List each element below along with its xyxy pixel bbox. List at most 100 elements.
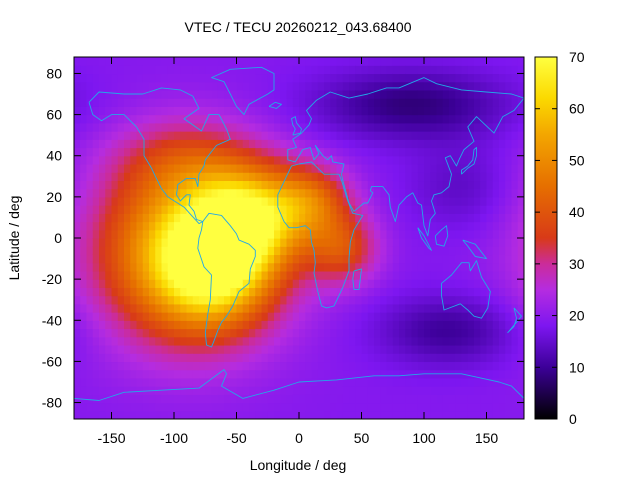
heatmap-cell	[174, 410, 181, 419]
heatmap-cell	[242, 254, 250, 264]
heatmap-cell	[455, 172, 463, 182]
heatmap-cell	[442, 188, 450, 198]
heatmap-cell	[274, 287, 281, 297]
heatmap-cell	[324, 270, 331, 280]
heatmap-cell	[405, 303, 413, 313]
heatmap-cell	[399, 320, 406, 330]
heatmap-cell	[174, 238, 181, 247]
heatmap-cell	[305, 221, 313, 231]
heatmap-cell	[255, 386, 263, 395]
heatmap-cell	[455, 279, 463, 288]
heatmap-cell	[149, 163, 156, 173]
heatmap-cell	[74, 196, 81, 206]
heatmap-cell	[174, 73, 181, 83]
heatmap-cell	[142, 57, 150, 66]
heatmap-cell	[230, 270, 238, 280]
heatmap-cell	[180, 254, 188, 264]
heatmap-cell	[274, 188, 281, 198]
heatmap-cell	[86, 361, 94, 371]
heatmap-cell	[392, 65, 400, 75]
heatmap-cell	[92, 57, 100, 66]
heatmap-cell	[417, 312, 425, 321]
heatmap-cell	[499, 320, 506, 330]
coastline-south-america	[197, 212, 256, 348]
heatmap-cell	[380, 377, 388, 387]
heatmap-cell	[417, 73, 425, 83]
heatmap-cell	[299, 147, 306, 157]
heatmap-cell	[505, 361, 513, 371]
heatmap-cell	[267, 229, 275, 239]
heatmap-cell	[324, 221, 331, 231]
heatmap-cell	[180, 394, 188, 404]
heatmap-cell	[274, 361, 281, 371]
heatmap-cell	[224, 73, 231, 83]
heatmap-cell	[499, 73, 506, 83]
heatmap-cell	[74, 361, 81, 371]
heatmap-cell	[99, 410, 106, 419]
heatmap-cell	[292, 147, 300, 157]
heatmap-cell	[361, 386, 369, 395]
heatmap-cell	[117, 402, 125, 412]
heatmap-cell	[367, 106, 375, 116]
heatmap-cell	[136, 229, 144, 239]
heatmap-cell	[292, 328, 300, 338]
heatmap-cell	[117, 394, 125, 404]
heatmap-cell	[405, 114, 413, 124]
heatmap-cell	[511, 205, 519, 214]
heatmap-cell	[399, 131, 406, 140]
heatmap-cell	[211, 295, 219, 305]
heatmap-cell	[155, 57, 163, 66]
heatmap-cell	[80, 328, 88, 338]
heatmap-cell	[186, 336, 194, 346]
heatmap-cell	[342, 81, 350, 91]
heatmap-cell	[467, 295, 475, 305]
heatmap-cell	[299, 122, 306, 132]
heatmap-cell	[124, 114, 131, 124]
heatmap-cell	[192, 163, 200, 173]
heatmap-cell	[99, 98, 106, 107]
heatmap-cell	[374, 57, 381, 66]
heatmap-cell	[442, 114, 450, 124]
heatmap-cell	[311, 344, 319, 354]
heatmap-cell	[99, 172, 106, 182]
heatmap-cell	[180, 172, 188, 182]
heatmap-cell	[342, 106, 350, 116]
heatmap-cell	[311, 369, 319, 379]
heatmap-cell	[417, 221, 425, 231]
heatmap-cell	[505, 122, 513, 132]
heatmap-cell	[374, 106, 381, 116]
heatmap-cell	[274, 270, 281, 280]
heatmap-cell	[330, 369, 338, 379]
heatmap-cell	[336, 106, 344, 116]
heatmap-cell	[349, 114, 356, 124]
heatmap-cell	[111, 238, 119, 247]
heatmap-cell	[105, 139, 113, 149]
heatmap-cell	[336, 73, 344, 83]
heatmap-cell	[255, 196, 263, 206]
heatmap-cell	[411, 188, 419, 198]
heatmap-cell	[242, 122, 250, 132]
heatmap-cell	[511, 246, 519, 256]
heatmap-cell	[486, 221, 494, 231]
heatmap-cell	[342, 254, 350, 264]
heatmap-cell	[392, 196, 400, 206]
heatmap-cell	[392, 114, 400, 124]
heatmap-cell	[405, 89, 413, 99]
heatmap-cell	[330, 89, 338, 99]
heatmap-cell	[355, 287, 363, 297]
heatmap-cell	[267, 180, 275, 190]
heatmap-cell	[155, 89, 163, 99]
colorbar-tick-label: 10	[569, 359, 585, 375]
heatmap-cell	[161, 344, 169, 354]
heatmap-cell	[149, 131, 156, 140]
heatmap-cell	[361, 229, 369, 239]
heatmap-cell	[92, 196, 100, 206]
heatmap-cell	[249, 254, 256, 264]
heatmap-cell	[86, 303, 94, 313]
heatmap-cell	[286, 180, 294, 190]
heatmap-cell	[105, 57, 113, 66]
heatmap-cell	[92, 163, 100, 173]
heatmap-cell	[474, 361, 481, 371]
heatmap-cell	[386, 221, 394, 231]
heatmap-cell	[224, 402, 231, 412]
